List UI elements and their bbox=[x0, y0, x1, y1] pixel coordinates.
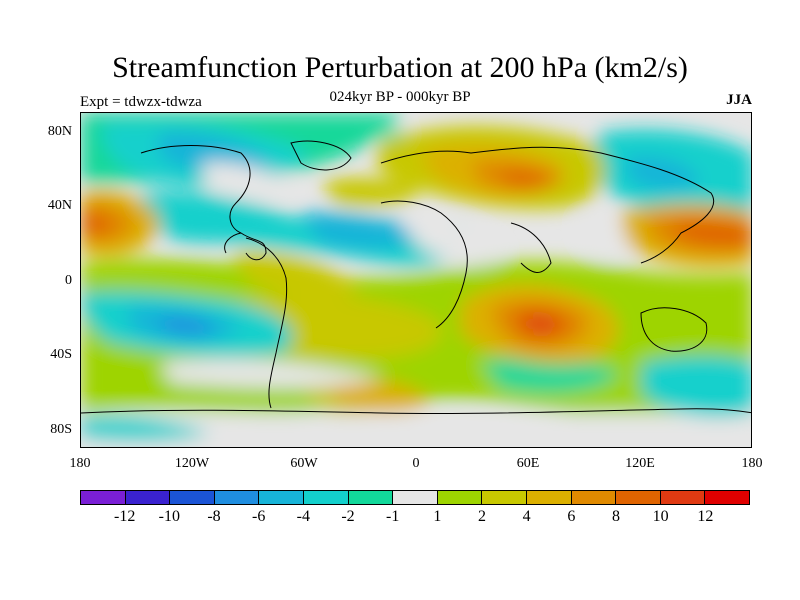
legend-swatch bbox=[81, 491, 126, 504]
legend-swatch bbox=[705, 491, 749, 504]
legend-label: -8 bbox=[207, 508, 221, 525]
legend-swatch bbox=[616, 491, 661, 504]
legend-label: -4 bbox=[296, 508, 310, 525]
legend-swatch bbox=[393, 491, 438, 504]
legend-label: 12 bbox=[697, 508, 714, 525]
legend-swatch bbox=[303, 491, 349, 504]
legend-label: -1 bbox=[385, 508, 400, 525]
legend-label: 2 bbox=[478, 508, 486, 525]
color-legend-bar bbox=[80, 490, 750, 505]
season-label: JJA bbox=[726, 92, 752, 108]
legend-label: -12 bbox=[113, 508, 136, 525]
legend-swatch bbox=[125, 491, 171, 504]
lat-label-80s: 80S bbox=[50, 422, 72, 437]
plot-subtitle: 024kyr BP - 000kyr BP bbox=[329, 89, 471, 105]
legend-label: -10 bbox=[158, 508, 180, 525]
legend-swatch bbox=[571, 491, 617, 504]
lat-label-0: 0 bbox=[65, 273, 72, 288]
legend-label: 6 bbox=[567, 508, 576, 525]
lon-label-120w: 120W bbox=[174, 456, 210, 471]
contour-field bbox=[81, 113, 751, 447]
legend-label: -6 bbox=[251, 508, 266, 525]
legend-swatch bbox=[660, 491, 706, 504]
streamfunction-map bbox=[81, 113, 751, 447]
legend-swatch bbox=[482, 491, 527, 504]
lon-label-180e: 180 bbox=[741, 456, 763, 471]
legend-swatch bbox=[526, 491, 572, 504]
lon-label-60e: 60E bbox=[516, 456, 540, 471]
legend-swatch bbox=[214, 491, 260, 504]
legend-swatch bbox=[348, 491, 394, 504]
coastlines bbox=[81, 140, 751, 415]
lon-label-0: 0 bbox=[412, 456, 420, 471]
legend-label: 4 bbox=[522, 508, 531, 525]
legend-label: 10 bbox=[652, 508, 669, 525]
lat-label-40s: 40S bbox=[50, 347, 72, 362]
lon-label-60w: 60W bbox=[290, 456, 318, 471]
legend-label: 1 bbox=[433, 508, 442, 525]
legend-swatch bbox=[437, 491, 483, 504]
legend-swatch bbox=[259, 491, 304, 504]
lat-label-80n: 80N bbox=[47, 124, 72, 139]
legend-swatch bbox=[170, 491, 215, 504]
legend-label: -2 bbox=[341, 508, 355, 525]
plot-title: Streamfunction Perturbation at 200 hPa (… bbox=[112, 51, 688, 84]
lon-label-120e: 120E bbox=[625, 456, 655, 471]
lat-label-40n: 40N bbox=[47, 198, 72, 213]
map-panel bbox=[80, 112, 752, 448]
lon-label-180w: 180 bbox=[69, 456, 91, 471]
experiment-label: Expt = tdwzx-tdwza bbox=[80, 94, 202, 110]
legend-label: 8 bbox=[612, 508, 620, 525]
